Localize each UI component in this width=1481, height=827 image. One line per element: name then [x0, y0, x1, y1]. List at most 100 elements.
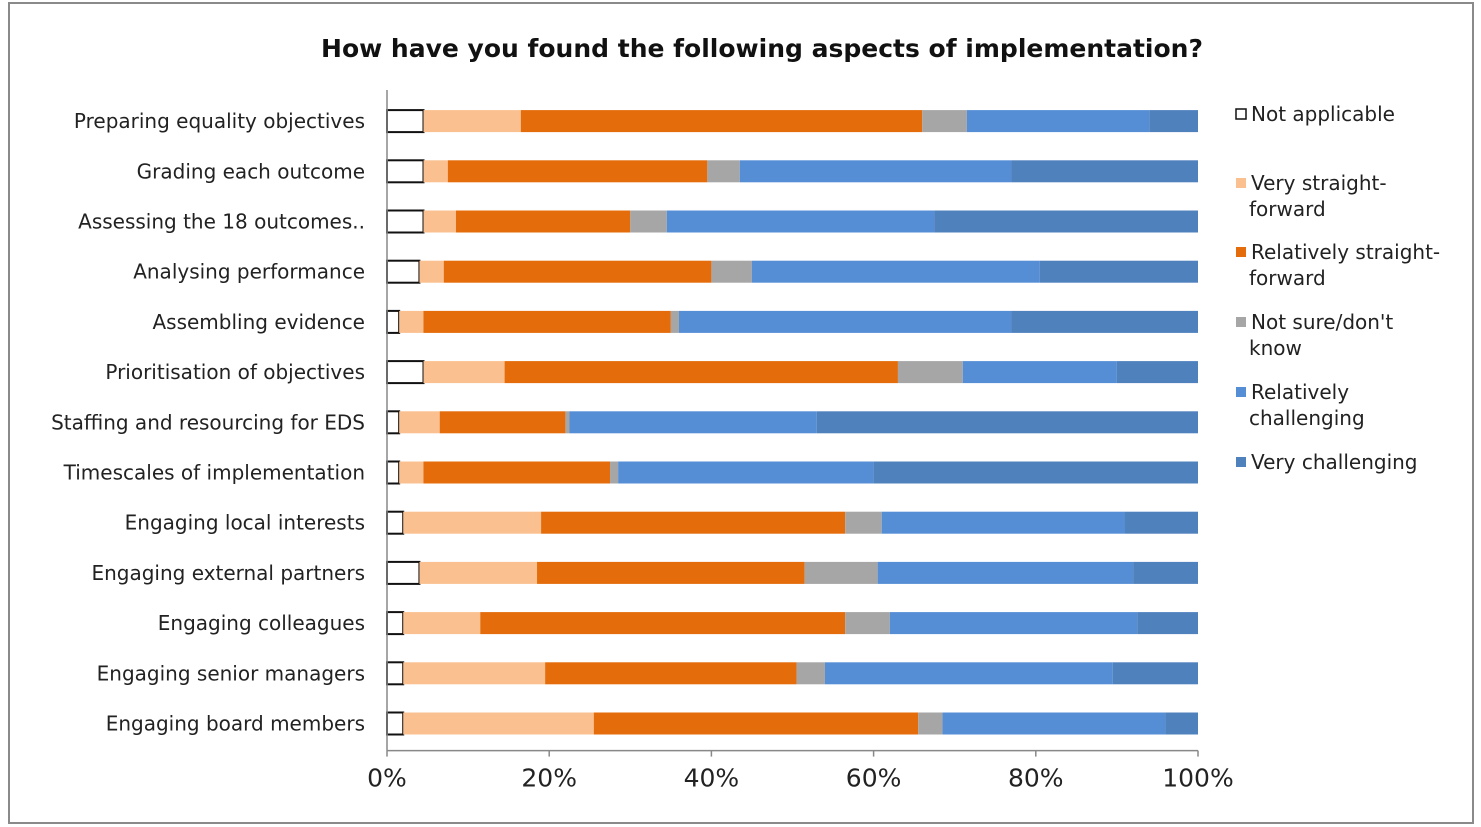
bar-relatively-straight-forward-staffing-and-resourcing-for-eds — [439, 411, 566, 434]
bar-relatively-straight-forward-timescales-of-implementation — [423, 461, 611, 484]
bar-relatively-straight-forward-assessing-the-18-outcomes — [455, 210, 631, 233]
bar-relatively-straight-forward-grading-each-outcome — [447, 160, 708, 183]
bar-relatively-straight-forward-engaging-external-partners — [537, 561, 805, 584]
legend-swatch-not-sure-don-t-know — [1236, 317, 1246, 327]
x-tick-label-4: 80% — [1008, 764, 1064, 793]
bar-not-applicable-assembling-evidence — [386, 309, 401, 334]
bar-very-challenging-preparing-equality-objectives — [1149, 110, 1198, 133]
bar-very-straight-forward-engaging-senior-managers — [403, 662, 546, 685]
bar-very-straight-forward-timescales-of-implementation — [399, 461, 424, 484]
legend-swatch-not-applicable — [1235, 108, 1247, 120]
bar-very-challenging-grading-each-outcome — [1011, 160, 1198, 183]
category-label-engaging-local-interests: Engaging local interests — [125, 511, 365, 535]
bar-relatively-challenging-grading-each-outcome — [739, 160, 1012, 183]
bar-not-applicable-engaging-local-interests — [386, 510, 405, 535]
bar-very-challenging-analysing-performance — [1039, 260, 1198, 283]
bar-not-sure-don-t-know-engaging-external-partners — [804, 561, 878, 584]
bar-relatively-challenging-assembling-evidence — [678, 310, 1012, 333]
bar-relatively-straight-forward-assembling-evidence — [423, 310, 671, 333]
bar-very-straight-forward-staffing-and-resourcing-for-eds — [399, 411, 440, 434]
bar-relatively-challenging-prioritisation-of-objectives — [962, 361, 1117, 384]
bar-relatively-straight-forward-prioritisation-of-objectives — [504, 361, 898, 384]
bar-very-challenging-engaging-board-members — [1165, 712, 1198, 735]
chart-title: How have you found the following aspects… — [321, 34, 1203, 63]
legend-swatch-very-straight-forward — [1236, 178, 1246, 188]
bar-not-applicable-engaging-board-members — [386, 711, 405, 736]
bar-relatively-challenging-analysing-performance — [751, 260, 1040, 283]
bar-not-sure-don-t-know-prioritisation-of-objectives — [897, 361, 963, 384]
bar-very-challenging-staffing-and-resourcing-for-eds — [816, 411, 1198, 434]
bar-relatively-challenging-engaging-board-members — [942, 712, 1166, 735]
bar-not-applicable-analysing-performance — [386, 259, 421, 284]
legend-label-not-sure-don-t-know: Not sure/don't know — [1249, 310, 1393, 360]
bar-not-sure-don-t-know-engaging-board-members — [918, 712, 943, 735]
bar-not-sure-don-t-know-assessing-the-18-outcomes — [630, 210, 667, 233]
bar-relatively-challenging-timescales-of-implementation — [618, 461, 874, 484]
bar-not-applicable-preparing-equality-objectives — [386, 109, 425, 134]
category-label-preparing-equality-objectives: Preparing equality objectives — [74, 109, 365, 133]
category-label-engaging-senior-managers: Engaging senior managers — [97, 661, 365, 685]
bar-relatively-challenging-assessing-the-18-outcomes — [666, 210, 935, 233]
bar-not-applicable-timescales-of-implementation — [386, 460, 401, 485]
bar-relatively-challenging-staffing-and-resourcing-for-eds — [569, 411, 817, 434]
category-label-engaging-colleagues: Engaging colleagues — [158, 611, 365, 635]
x-tick-label-2: 40% — [684, 764, 740, 793]
bar-relatively-straight-forward-preparing-equality-objectives — [520, 110, 923, 133]
bar-very-straight-forward-grading-each-outcome — [423, 160, 448, 183]
bar-not-sure-don-t-know-engaging-senior-managers — [796, 662, 825, 685]
bar-very-challenging-prioritisation-of-objectives — [1116, 361, 1198, 384]
bar-not-sure-don-t-know-engaging-local-interests — [845, 511, 882, 534]
legend-label-not-applicable: Not applicable — [1251, 102, 1395, 126]
bar-very-straight-forward-prioritisation-of-objectives — [423, 361, 505, 384]
bar-not-sure-don-t-know-grading-each-outcome — [707, 160, 740, 183]
legend-swatch-very-challenging — [1236, 457, 1246, 467]
bar-relatively-straight-forward-engaging-local-interests — [541, 511, 846, 534]
bar-very-challenging-engaging-colleagues — [1137, 612, 1198, 635]
x-tick-label-1: 20% — [521, 764, 577, 793]
bar-not-applicable-engaging-senior-managers — [386, 661, 405, 686]
category-label-timescales-of-implementation: Timescales of implementation — [63, 461, 365, 485]
bar-relatively-challenging-engaging-senior-managers — [824, 662, 1113, 685]
bar-not-sure-don-t-know-preparing-equality-objectives — [922, 110, 967, 133]
legend-label-relatively-straight-forward: Relatively straight-forward — [1249, 240, 1440, 290]
x-axis: 0% 20% 40% 60% 80% 100% — [367, 90, 1234, 793]
x-tick-label-3: 60% — [846, 764, 902, 793]
bar-relatively-straight-forward-engaging-senior-managers — [545, 662, 797, 685]
category-label-analysing-performance: Analysing performance — [133, 260, 365, 284]
bar-not-sure-don-t-know-timescales-of-implementation — [610, 461, 619, 484]
bar-relatively-straight-forward-analysing-performance — [443, 260, 712, 283]
bar-not-applicable-grading-each-outcome — [386, 159, 425, 184]
bar-very-straight-forward-engaging-board-members — [403, 712, 594, 735]
category-label-grading-each-outcome: Grading each outcome — [137, 159, 365, 183]
x-tick-label-0: 0% — [367, 764, 407, 793]
bar-very-challenging-engaging-local-interests — [1125, 511, 1198, 534]
bar-not-sure-don-t-know-analysing-performance — [711, 260, 752, 283]
legend-swatch-relatively-challenging — [1236, 387, 1246, 397]
bar-very-straight-forward-engaging-external-partners — [419, 561, 538, 584]
bar-very-challenging-assembling-evidence — [1011, 310, 1198, 333]
bar-very-straight-forward-assembling-evidence — [399, 310, 424, 333]
category-label-engaging-external-partners: Engaging external partners — [91, 561, 365, 585]
legend-swatch-relatively-straight-forward — [1236, 247, 1246, 257]
category-labels: Preparing equality objectives Grading eac… — [51, 109, 365, 735]
bar-very-challenging-timescales-of-implementation — [873, 461, 1198, 484]
legend-label-relatively-challenging: Relatively challenging — [1249, 380, 1365, 430]
bar-relatively-straight-forward-engaging-colleagues — [480, 612, 846, 635]
bar-very-straight-forward-preparing-equality-objectives — [423, 110, 521, 133]
category-label-prioritisation-of-objectives: Prioritisation of objectives — [105, 360, 365, 384]
bar-not-sure-don-t-know-assembling-evidence — [670, 310, 679, 333]
bar-relatively-challenging-preparing-equality-objectives — [966, 110, 1150, 133]
legend: Not applicable Very straight-forward Relat… — [1235, 102, 1440, 474]
bar-not-sure-don-t-know-engaging-colleagues — [845, 612, 890, 635]
bar-not-applicable-prioritisation-of-objectives — [386, 360, 425, 385]
bar-very-straight-forward-engaging-local-interests — [403, 511, 542, 534]
category-label-assessing-the-18-outcomes: Assessing the 18 outcomes.. — [78, 210, 365, 234]
x-tick-label-5: 100% — [1162, 764, 1233, 793]
legend-label-very-challenging: Very challenging — [1251, 450, 1418, 474]
legend-label-very-straight-forward: Very straight-forward — [1249, 171, 1387, 221]
category-label-engaging-board-members: Engaging board members — [106, 712, 365, 736]
category-label-assembling-evidence: Assembling evidence — [152, 310, 365, 334]
category-label-staffing-and-resourcing-for-eds: Staffing and resourcing for EDS — [51, 410, 365, 434]
bar-very-challenging-engaging-senior-managers — [1112, 662, 1198, 685]
